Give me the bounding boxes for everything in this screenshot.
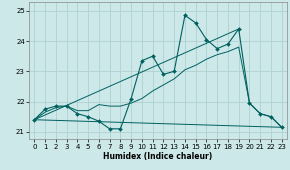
X-axis label: Humidex (Indice chaleur): Humidex (Indice chaleur) (104, 152, 213, 161)
